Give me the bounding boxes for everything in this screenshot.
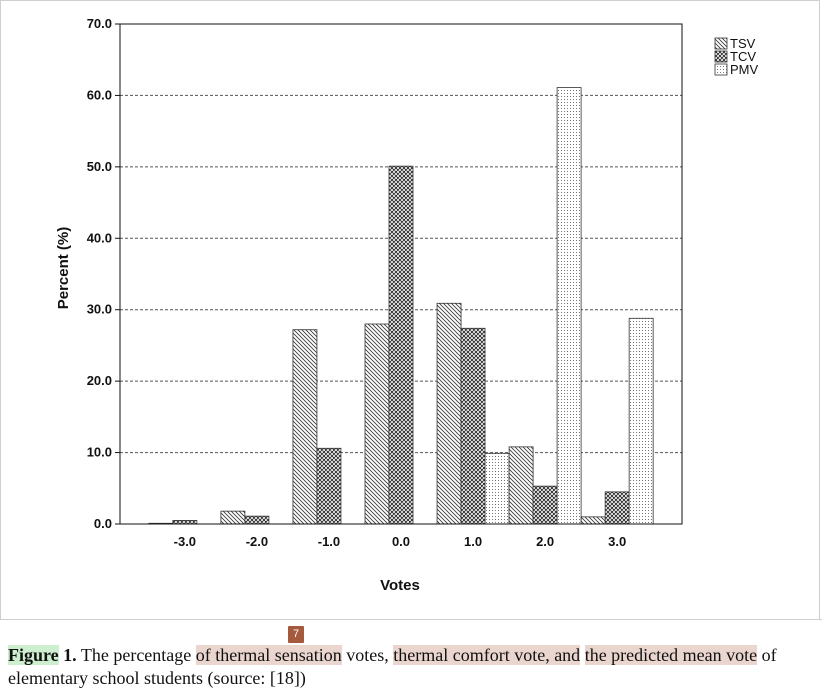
bar-pmv <box>556 87 582 525</box>
bar-tcv <box>532 485 558 525</box>
legend-swatch-tcv <box>714 50 728 63</box>
y-tick-label: 0.0 <box>94 516 112 531</box>
legend-label-pmv: PMV <box>730 62 759 77</box>
x-tick-label: 2.0 <box>536 534 554 549</box>
caption-highlight-1: of thermal sensation <box>195 645 342 665</box>
x-tick-label: 1.0 <box>464 534 482 549</box>
bar-tsv <box>580 516 606 525</box>
y-tick-label: 40.0 <box>87 230 112 245</box>
bar-tcv <box>172 520 198 525</box>
caption-figure-number: 1. <box>58 645 77 665</box>
y-tick-label: 30.0 <box>87 302 112 317</box>
caption-highlight-2: thermal comfort vote, and <box>393 645 581 665</box>
x-tick-label: 0.0 <box>392 534 410 549</box>
legend-swatch-pmv <box>714 63 728 76</box>
x-tick-label: -2.0 <box>246 534 268 549</box>
bar-tcv <box>604 491 630 525</box>
legend-swatch-tsv <box>714 37 728 50</box>
x-tick-label: -3.0 <box>174 534 196 549</box>
y-tick-label: 50.0 <box>87 159 112 174</box>
y-tick-label: 70.0 <box>87 16 112 31</box>
legend-label-tsv: TSV <box>730 36 756 51</box>
y-tick-label: 10.0 <box>87 445 112 460</box>
bar-chart: 0.0 10.0 20.0 30.0 40.0 50.0 60.0 70.0 -3.0 -2.0 -… <box>55 16 759 594</box>
caption-highlight-3: the predicted mean vote <box>584 645 758 665</box>
bar-pmv <box>628 317 654 525</box>
bar-pmv <box>484 452 510 525</box>
caption-text-2: votes, <box>341 645 394 665</box>
annotation-marker: 7 <box>288 626 304 643</box>
figure-caption: Figure 1. The percentage of thermal sens… <box>8 644 816 690</box>
bar-tcv <box>316 447 342 525</box>
bar-tcv <box>244 515 270 525</box>
bar-tsv <box>292 329 318 525</box>
y-tick-label: 20.0 <box>87 373 112 388</box>
legend-label-tcv: TCV <box>730 49 756 64</box>
caption-divider <box>0 619 822 620</box>
y-axis-title: Percent (%) <box>55 227 72 310</box>
caption-text-4: of elementary school students (source: [… <box>8 645 777 688</box>
caption-figure-label: Figure <box>8 645 59 665</box>
bar-tsv <box>508 446 534 525</box>
x-tick-label: -1.0 <box>318 534 340 549</box>
plot-area-frame <box>119 23 683 525</box>
x-tick-label: 3.0 <box>608 534 626 549</box>
bar-tcv <box>388 165 414 525</box>
figure-frame <box>0 0 820 620</box>
caption-text-1: The percentage <box>76 645 196 665</box>
y-tick-label: 60.0 <box>87 87 112 102</box>
bar-tsv <box>364 323 390 525</box>
x-axis-title: Votes <box>380 577 420 594</box>
bar-tcv <box>460 327 486 525</box>
bar-tsv <box>436 302 462 525</box>
caption-text-3 <box>580 645 585 665</box>
bar-tsv <box>220 510 246 525</box>
